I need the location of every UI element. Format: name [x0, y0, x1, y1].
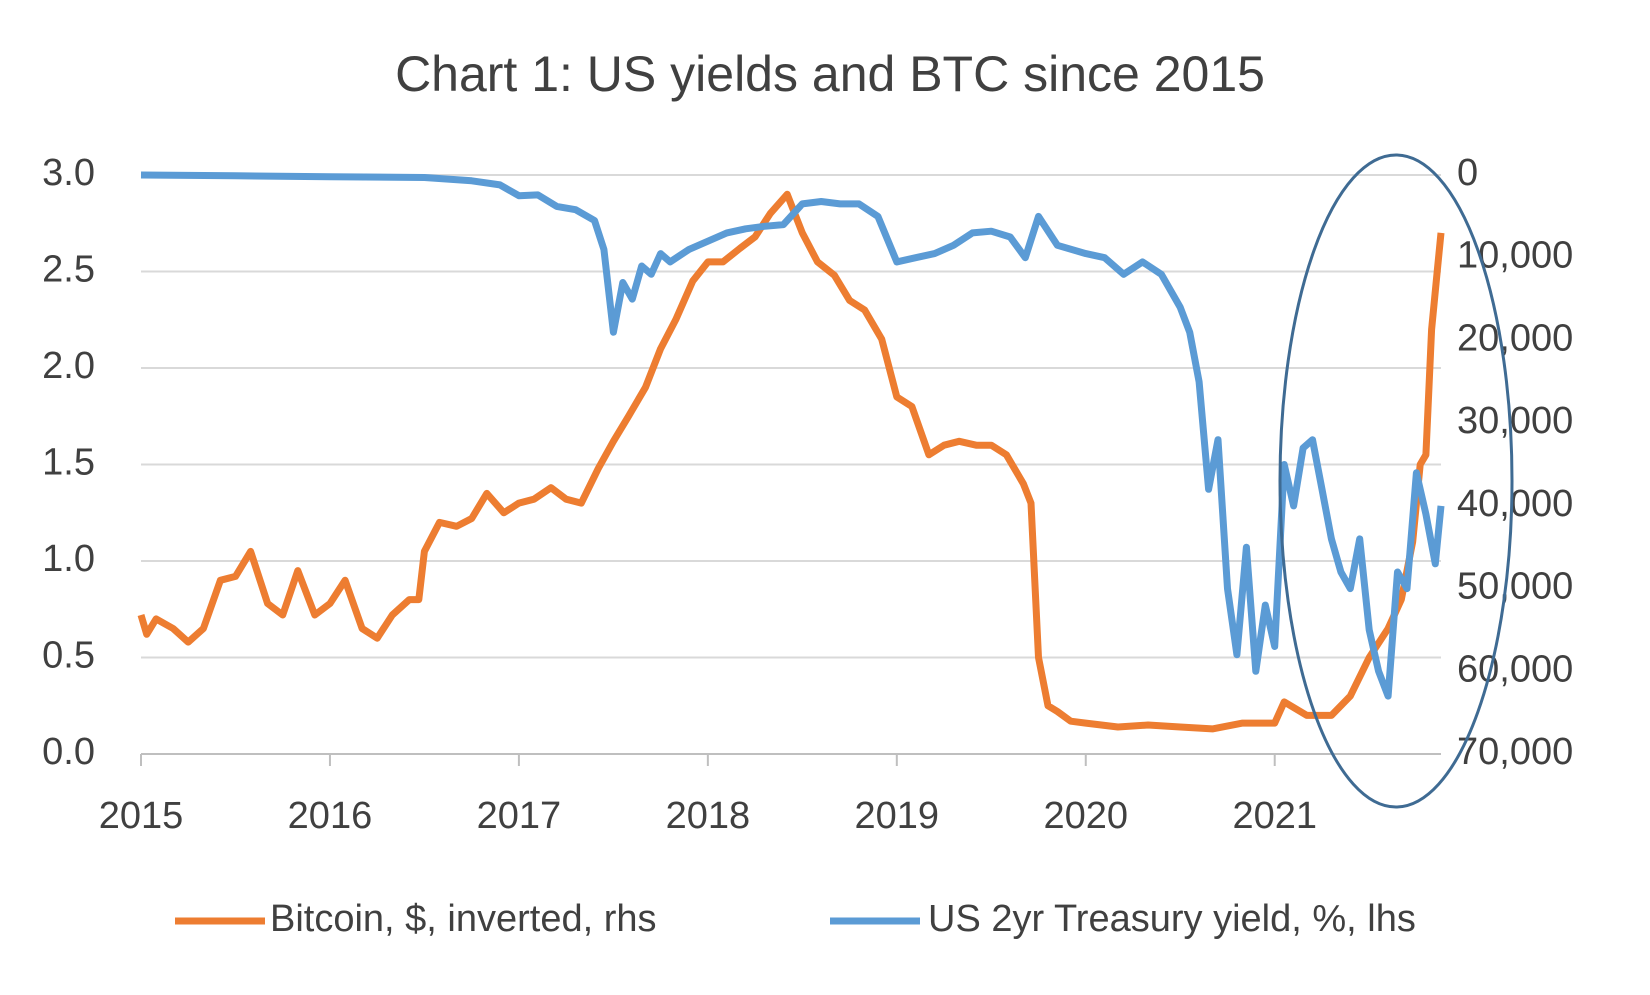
y2-tick-label: 70,000: [1457, 731, 1573, 773]
y-tick-label: 2.0: [42, 345, 95, 387]
x-tick-label: 2019: [855, 795, 940, 837]
x-tick-label: 2016: [288, 795, 373, 837]
y-tick-label: 3.0: [42, 152, 95, 194]
chart-title: Chart 1: US yields and BTC since 2015: [395, 46, 1265, 102]
x-tick-label: 2021: [1232, 795, 1317, 837]
y2-tick-label: 60,000: [1457, 648, 1573, 690]
legend-label: Bitcoin, $, inverted, rhs: [270, 898, 657, 940]
y-tick-label: 1.0: [42, 538, 95, 580]
y2-tick-label: 0: [1457, 152, 1478, 194]
y-tick-label: 0.0: [42, 731, 95, 773]
y-tick-label: 0.5: [42, 635, 95, 677]
series-line: [137, 190, 1445, 733]
y2-tick-label: 50,000: [1457, 566, 1573, 608]
y-tick-label: 2.5: [42, 249, 95, 291]
series-line: [140, 171, 1445, 700]
legend-label: US 2yr Treasury yield, %, lhs: [928, 898, 1416, 940]
highlight-ellipse: [1278, 153, 1514, 809]
x-tick-label: 2020: [1043, 795, 1128, 837]
y2-tick-label: 30,000: [1457, 400, 1573, 442]
x-tick-label: 2015: [99, 795, 184, 837]
x-tick-label: 2018: [666, 795, 751, 837]
y2-tick-label: 20,000: [1457, 317, 1573, 359]
y-tick-label: 1.5: [42, 442, 95, 484]
x-tick-label: 2017: [477, 795, 562, 837]
y2-tick-label: 40,000: [1457, 483, 1573, 525]
